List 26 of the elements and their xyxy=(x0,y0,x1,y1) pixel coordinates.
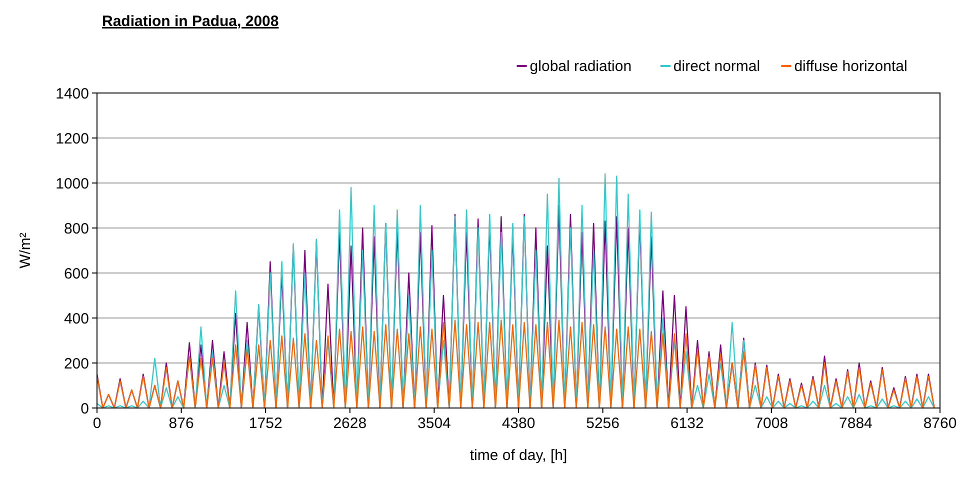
y-tick-label: 0 xyxy=(80,400,89,418)
legend-label: diffuse horizontal xyxy=(794,58,908,75)
line-series xyxy=(96,320,935,409)
x-axis-title: time of day, [h] xyxy=(470,447,568,464)
y-tick-label: 1000 xyxy=(56,175,89,192)
y-tick-label: 1400 xyxy=(56,85,89,102)
x-tick-label: 8760 xyxy=(923,415,957,432)
x-tick-label: 5256 xyxy=(586,415,620,432)
x-tick-label: 7008 xyxy=(754,415,788,432)
x-tick-label: 4380 xyxy=(502,415,536,432)
x-tick-label: 876 xyxy=(168,415,194,432)
y-tick-label: 200 xyxy=(64,355,89,372)
x-tick-label: 6132 xyxy=(670,415,704,432)
y-tick-label: 800 xyxy=(64,220,89,238)
x-tick-label: 2628 xyxy=(333,415,367,432)
y-tick-label: 600 xyxy=(64,265,89,282)
x-tick-label: 7884 xyxy=(839,415,872,432)
legend-label: global radiation xyxy=(530,58,632,75)
x-tick-label: 0 xyxy=(92,415,102,432)
chart-title: Radiation in Padua, 2008 xyxy=(102,13,279,30)
y-tick-label: 400 xyxy=(64,310,89,328)
x-tick-label: 3504 xyxy=(418,415,451,432)
legend-label: direct normal xyxy=(673,58,760,75)
x-tick-label: 1752 xyxy=(248,415,282,432)
y-axis-title: W/m² xyxy=(17,232,34,268)
y-tick-label: 1200 xyxy=(56,130,89,148)
